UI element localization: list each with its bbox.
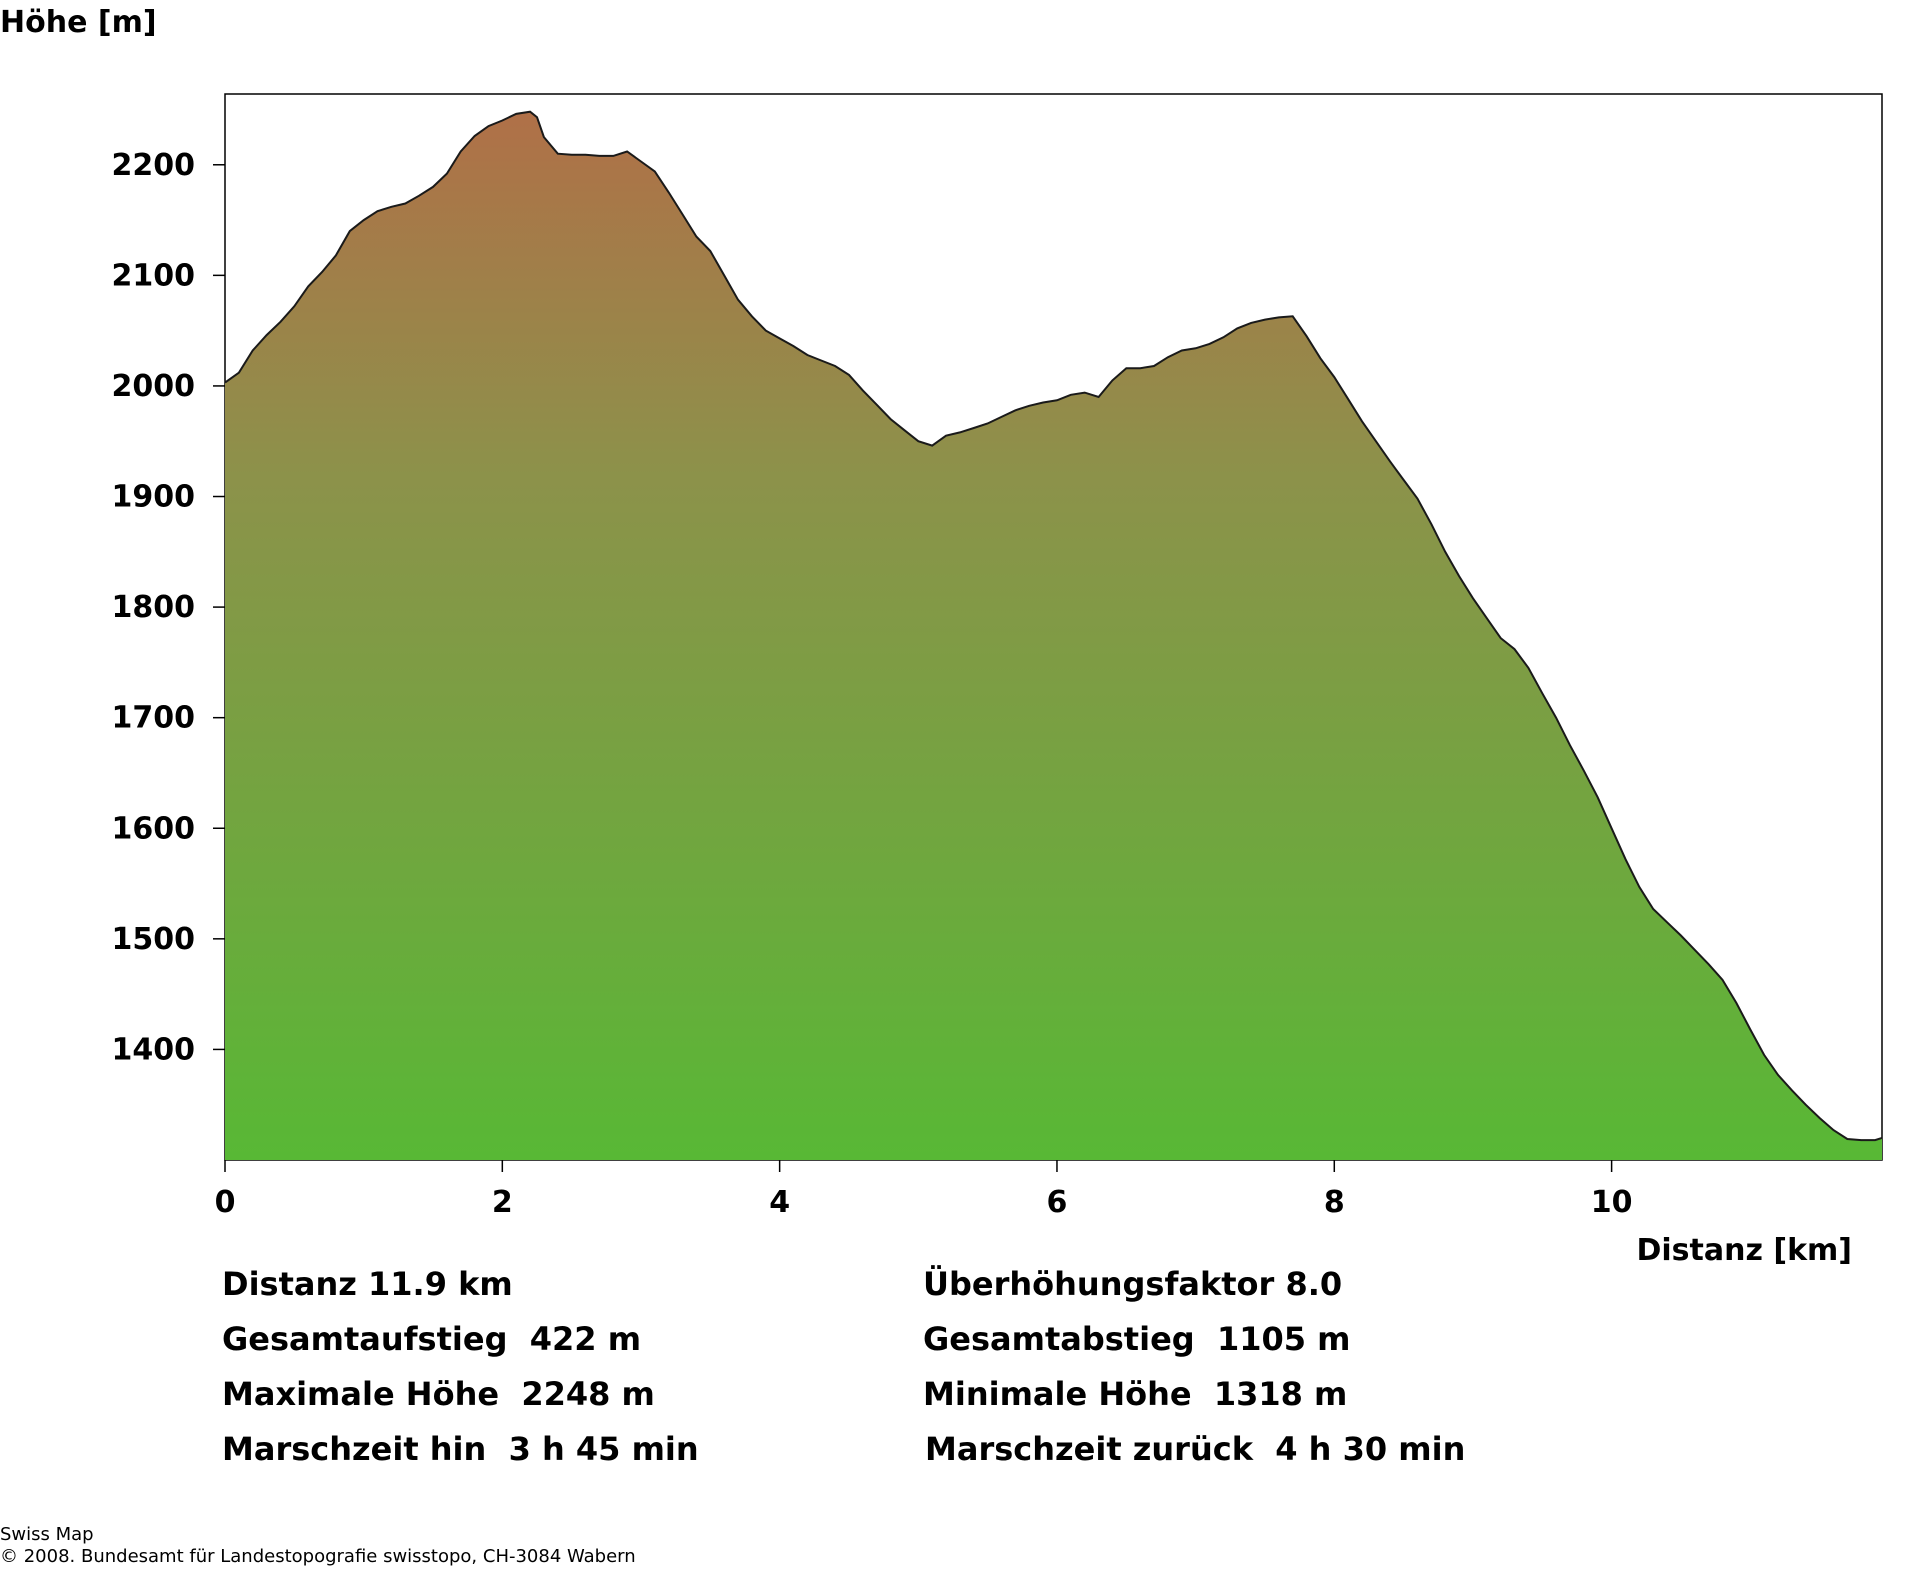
x-axis-title: Distanz [km] [1636, 1233, 1852, 1268]
y-tick-label: 2200 [112, 148, 196, 183]
credit-swiss-map: Swiss Map [0, 1524, 94, 1545]
y-axis: 1400 1500 1600 1700 1800 1900 2000 2100 2200 [112, 148, 225, 1067]
stat-maximale-hoehe: Maximale Höhe 2248 m [222, 1375, 655, 1413]
y-tick-label: 1600 [112, 811, 196, 846]
x-tick-label: 10 [1591, 1185, 1633, 1220]
y-tick-label: 1900 [112, 480, 196, 515]
stat-marschzeit-hin: Marschzeit hin 3 h 45 min [222, 1430, 699, 1468]
y-axis-title: Höhe [m] [0, 5, 157, 40]
x-tick-label: 6 [1047, 1185, 1068, 1220]
y-tick-label: 1500 [112, 922, 196, 957]
stat-ueberhoehungsfaktor: Überhöhungsfaktor 8.0 [923, 1265, 1343, 1303]
credit-copyright: © 2008. Bundesamt für Landestopografie s… [0, 1546, 636, 1567]
y-tick-label: 2000 [112, 369, 196, 404]
x-axis: 0 2 4 6 8 10 [215, 1160, 1633, 1220]
y-tick-label: 1700 [112, 701, 196, 736]
x-tick-label: 8 [1324, 1185, 1345, 1220]
y-tick-label: 2100 [112, 258, 196, 293]
y-tick-label: 1800 [112, 590, 196, 625]
elevation-line [224, 110, 1883, 1142]
stat-marschzeit-zurueck: Marschzeit zurück 4 h 30 min [925, 1430, 1466, 1468]
x-tick-label: 2 [492, 1185, 513, 1220]
stat-minimale-hoehe: Minimale Höhe 1318 m [923, 1375, 1348, 1413]
x-tick-label: 4 [769, 1185, 790, 1220]
stat-gesamtaufstieg: Gesamtaufstieg 422 m [222, 1320, 642, 1358]
stat-gesamtabstieg: Gesamtabstieg 1105 m [923, 1320, 1351, 1358]
elevation-area [225, 111, 1882, 1161]
stat-distanz: Distanz 11.9 km [222, 1265, 513, 1303]
y-tick-label: 1400 [112, 1032, 196, 1067]
x-tick-label: 0 [215, 1185, 236, 1220]
